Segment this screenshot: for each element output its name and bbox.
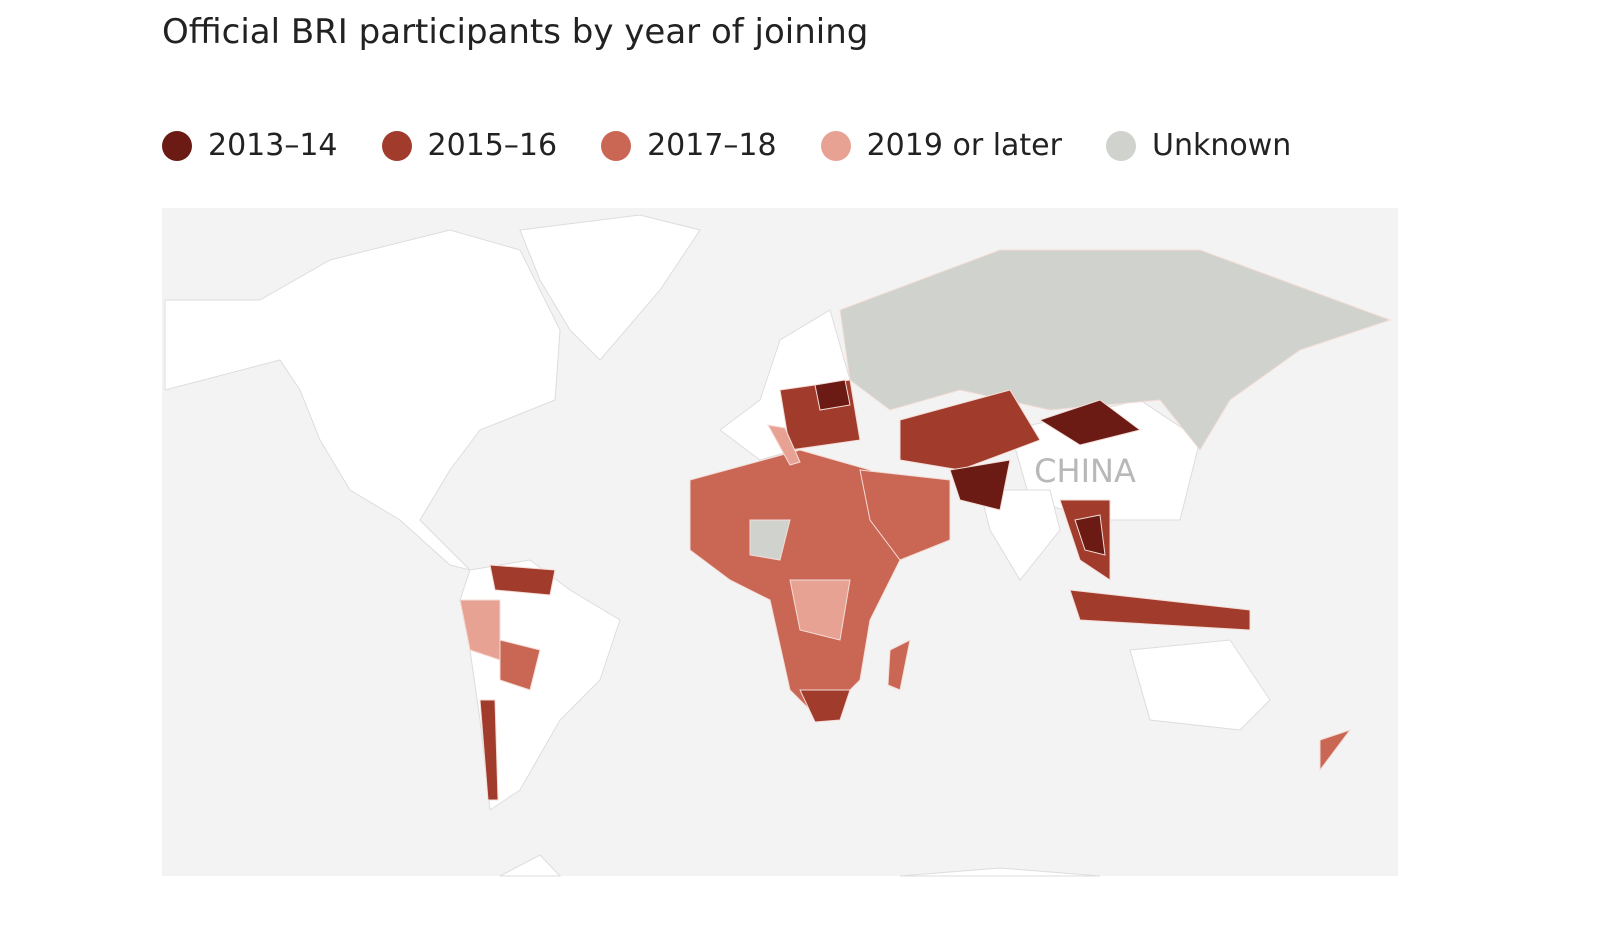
map-label: CHINA: [1034, 452, 1136, 490]
legend-item: 2017–18: [601, 128, 777, 163]
india: [979, 489, 1061, 581]
land: [164, 214, 1271, 877]
legend-label: 2013–14: [208, 128, 338, 163]
region: [767, 424, 801, 466]
legend-label: 2017–18: [647, 128, 777, 163]
region: [887, 639, 911, 691]
region: [839, 249, 1392, 451]
region: [1074, 514, 1106, 556]
legend-swatch: [601, 130, 632, 161]
region: [814, 379, 851, 411]
australia: [1129, 639, 1271, 731]
legend-label: 2019 or later: [866, 128, 1062, 163]
region: [799, 689, 851, 723]
north-america: [164, 229, 561, 571]
region: [789, 579, 851, 641]
legend-item: 2019 or later: [820, 128, 1062, 163]
region: [749, 519, 791, 561]
chart-title: Official BRI participants by year of joi…: [162, 12, 869, 52]
greenland: [519, 214, 701, 361]
legend-swatch: [162, 130, 192, 161]
regions: [459, 249, 1392, 801]
antarctica: [899, 867, 1101, 877]
region: [1069, 589, 1251, 631]
region: [489, 564, 556, 596]
region: [1319, 729, 1352, 772]
legend: 2013–14 2015–16 2017–18 2019 or later Unknow…: [162, 128, 1291, 163]
antarctica: [499, 854, 562, 877]
region: [949, 459, 1011, 511]
legend-item: 2015–16: [381, 128, 558, 163]
legend-item: 2013–14: [162, 128, 338, 163]
legend-swatch: [1105, 130, 1136, 161]
legend-swatch: [381, 130, 412, 161]
region: [899, 389, 1041, 471]
region: [479, 699, 499, 801]
region: [1038, 399, 1142, 446]
legend-label: 2015–16: [427, 128, 558, 163]
region: [859, 469, 951, 561]
region: [499, 639, 541, 691]
legend-swatch: [820, 130, 851, 161]
legend-item: Unknown: [1105, 128, 1292, 163]
legend-label: Unknown: [1151, 128, 1292, 163]
